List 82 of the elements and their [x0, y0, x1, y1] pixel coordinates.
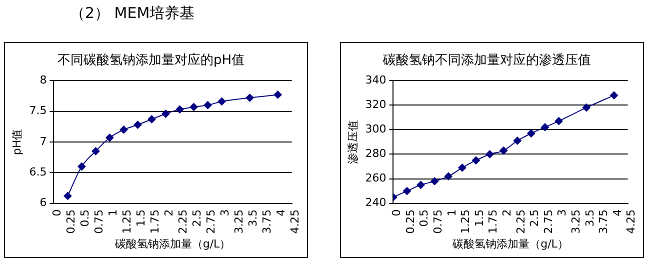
x-tick-label: 3: [218, 209, 232, 216]
point: [246, 94, 254, 102]
x-tick-label: 0.5: [78, 209, 92, 227]
y-tick-label: 7.5: [29, 104, 47, 118]
y-tick-label: 300: [365, 122, 386, 136]
point: [176, 105, 184, 114]
x-tick-label: 1: [106, 209, 120, 216]
y-tick-label: 280: [365, 147, 386, 160]
point: [64, 192, 72, 200]
point: [486, 150, 494, 158]
point: [444, 172, 452, 180]
x-axis-title: 碳酸氢钠添加量（g/L）: [452, 237, 568, 250]
x-tick-label: 2.5: [528, 209, 542, 227]
x-tick-label: 0.5: [418, 209, 431, 227]
point: [402, 187, 411, 196]
x-tick-label: 2.75: [542, 209, 555, 234]
point: [500, 146, 508, 155]
y-tick-label: 6: [40, 196, 47, 210]
point: [472, 156, 480, 164]
x-tick-label: 3.5: [583, 209, 596, 227]
y-tick-label: 7: [40, 134, 47, 148]
y-tick-label: 6.5: [29, 165, 47, 178]
x-tick-label: 4: [274, 209, 288, 216]
x-tick-label: 1.75: [486, 209, 500, 234]
point: [610, 91, 618, 100]
x-tick-label: 3.5: [246, 209, 260, 227]
point: [218, 97, 226, 106]
y-tick-label: 8: [40, 73, 47, 86]
y-tick-label: 240: [365, 196, 386, 210]
point: [513, 136, 522, 145]
x-tick-label: 4.25: [288, 209, 302, 234]
x-tick-label: 0.75: [92, 209, 106, 234]
x-tick-label: 2: [500, 209, 514, 216]
x-tick-label: 0: [50, 209, 64, 216]
x-tick-label: 4: [610, 209, 624, 216]
point: [541, 123, 549, 132]
point: [430, 177, 439, 186]
x-tick-label: 1.75: [148, 209, 162, 234]
x-tick-label: 2.5: [190, 209, 204, 227]
y-axis-title: pH值: [10, 128, 24, 156]
point: [92, 147, 100, 156]
chart-title: 不同碳酸氢钠添加量对应的pH值: [57, 52, 245, 68]
x-tick-label: 0.25: [64, 209, 78, 234]
x-tick-label: 3.25: [232, 209, 246, 234]
point: [204, 101, 212, 110]
point: [274, 90, 282, 99]
x-tick-label: 3.75: [260, 209, 274, 234]
x-tick-label: 4.25: [624, 209, 638, 234]
x-tick-label: 1.25: [459, 209, 472, 234]
x-tick-label: 1.5: [134, 209, 148, 227]
x-tick-label: 2: [162, 209, 176, 216]
x-tick-label: 3.25: [569, 209, 582, 234]
x-tick-label: 2.75: [204, 209, 218, 234]
x-tick-label: 3.75: [597, 209, 610, 234]
x-tick-label: 1.25: [120, 209, 134, 234]
x-tick-label: 0.75: [431, 209, 444, 234]
point: [458, 164, 466, 172]
y-tick-label: 340: [365, 73, 386, 86]
point: [162, 110, 170, 118]
point: [120, 126, 128, 134]
point: [416, 180, 425, 189]
y-tick-label: 320: [365, 98, 386, 111]
x-tick-label: 1: [445, 209, 458, 216]
point: [554, 117, 563, 126]
y-tick-label: 260: [365, 172, 386, 185]
point: [134, 120, 142, 129]
x-tick-label: 3: [556, 209, 569, 216]
point: [527, 129, 536, 138]
point: [148, 115, 156, 124]
point: [190, 102, 198, 111]
text: （2） MEM培养基: [70, 4, 195, 23]
x-tick-label: 0.25: [404, 209, 417, 234]
x-axis-title: 碳酸氢钠添加量（g/L）: [114, 237, 231, 250]
x-tick-label: 2.25: [514, 209, 528, 234]
chart-title: 碳酸氢钠不同添加量对应的渗透压值: [382, 52, 591, 68]
x-tick-label: 2.25: [176, 209, 190, 234]
point: [582, 104, 590, 112]
point: [106, 134, 114, 142]
y-axis-title: 渗透压值: [346, 120, 360, 164]
point: [78, 162, 86, 170]
x-tick-label: 0: [390, 209, 404, 216]
x-tick-label: 1.5: [472, 209, 486, 227]
